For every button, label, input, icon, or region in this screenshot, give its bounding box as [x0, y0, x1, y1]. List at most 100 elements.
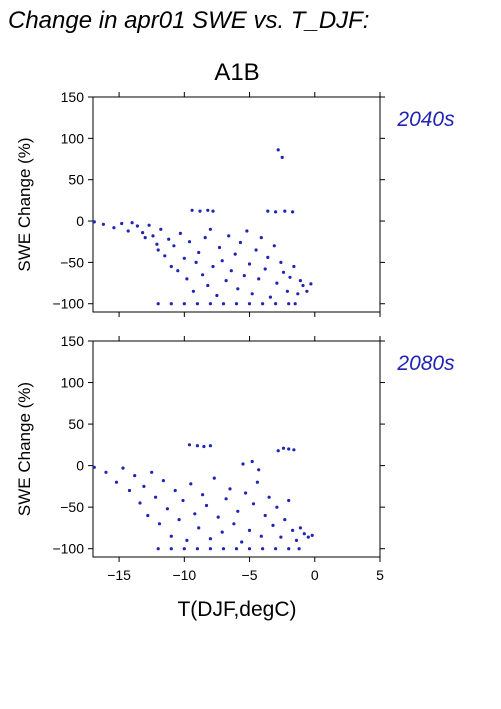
data-point	[198, 209, 202, 213]
data-point	[120, 221, 124, 226]
data-point	[287, 447, 291, 451]
data-point	[251, 502, 256, 506]
data-point	[266, 255, 270, 259]
data-point	[212, 476, 216, 480]
data-point	[195, 547, 199, 551]
x-tick-label: 5	[376, 567, 384, 583]
data-point	[147, 223, 151, 227]
data-point	[224, 497, 228, 501]
data-point	[127, 488, 132, 493]
data-point	[206, 283, 210, 288]
data-point	[215, 293, 219, 298]
data-point	[150, 470, 154, 474]
data-point	[220, 259, 224, 263]
data-point	[135, 224, 139, 228]
data-point	[309, 282, 313, 286]
y-tick-label: 100	[61, 375, 85, 391]
data-point	[274, 210, 278, 214]
data-point	[267, 495, 271, 499]
data-point	[292, 264, 296, 269]
data-point	[296, 292, 300, 296]
data-point	[274, 302, 278, 306]
data-point	[169, 264, 173, 269]
data-point	[101, 222, 105, 226]
data-point	[287, 547, 291, 551]
data-point	[165, 507, 169, 511]
data-point	[146, 513, 150, 518]
data-point	[285, 289, 289, 293]
y-tick-label: 0	[76, 213, 84, 229]
data-point	[169, 534, 173, 538]
data-point	[133, 474, 137, 478]
data-point	[211, 209, 215, 213]
data-point	[195, 444, 199, 448]
scenario-label: A1B	[214, 59, 259, 86]
data-point	[233, 252, 237, 256]
data-point	[203, 236, 207, 240]
data-point	[154, 495, 158, 499]
data-point	[104, 470, 108, 474]
data-point	[126, 229, 130, 233]
data-point	[182, 256, 186, 260]
data-point	[294, 538, 299, 543]
data-point	[208, 547, 212, 551]
data-point	[242, 274, 246, 278]
data-point	[276, 148, 280, 152]
data-point	[297, 547, 301, 551]
data-point	[271, 523, 275, 528]
data-point	[167, 237, 171, 241]
data-point	[112, 226, 116, 230]
panel-2040s: −100 −50 0 50 100 150 SWE Change (%) 2040s	[15, 89, 455, 317]
data-point	[142, 484, 146, 488]
data-point	[281, 446, 286, 450]
y-tick-label: 50	[68, 172, 84, 188]
data-point	[293, 302, 297, 306]
data-point	[194, 260, 198, 264]
data-point	[195, 302, 199, 306]
data-point	[255, 480, 259, 484]
data-point	[189, 482, 193, 486]
data-point	[156, 547, 160, 551]
x-tick-label: 0	[311, 567, 319, 583]
data-point	[114, 480, 119, 484]
data-point	[156, 248, 160, 252]
data-point	[143, 236, 147, 240]
data-point	[275, 505, 279, 509]
data-point	[224, 279, 228, 283]
data-point	[254, 248, 258, 252]
y-tick-label: −50	[60, 254, 84, 270]
data-point	[250, 292, 254, 296]
data-point	[182, 547, 186, 551]
data-point	[191, 289, 195, 293]
data-point	[292, 448, 296, 452]
data-point	[279, 535, 283, 539]
data-point	[229, 269, 233, 273]
y-axis-label: SWE Change (%)	[15, 382, 34, 516]
data-point	[228, 487, 232, 491]
data-point	[169, 547, 173, 551]
data-point	[298, 526, 302, 530]
data-point	[234, 302, 239, 306]
data-point	[92, 465, 96, 469]
data-point	[275, 281, 279, 285]
data-point	[261, 547, 265, 551]
data-point	[178, 231, 182, 235]
data-point	[182, 302, 186, 306]
data-point	[121, 466, 125, 470]
data-point	[302, 532, 306, 536]
data-point	[92, 220, 96, 224]
data-point	[169, 302, 173, 306]
data-point	[176, 269, 180, 273]
data-point	[291, 210, 295, 214]
data-point	[257, 468, 261, 472]
y-tick-label: 0	[76, 458, 84, 474]
data-point	[193, 512, 197, 516]
x-tick-label: −5	[242, 567, 258, 583]
data-point	[287, 498, 291, 503]
data-point	[268, 295, 272, 299]
data-point	[187, 443, 192, 447]
data-point	[190, 208, 194, 212]
y-tick-label: 150	[61, 89, 85, 105]
data-point	[288, 275, 292, 279]
data-point	[272, 244, 276, 248]
